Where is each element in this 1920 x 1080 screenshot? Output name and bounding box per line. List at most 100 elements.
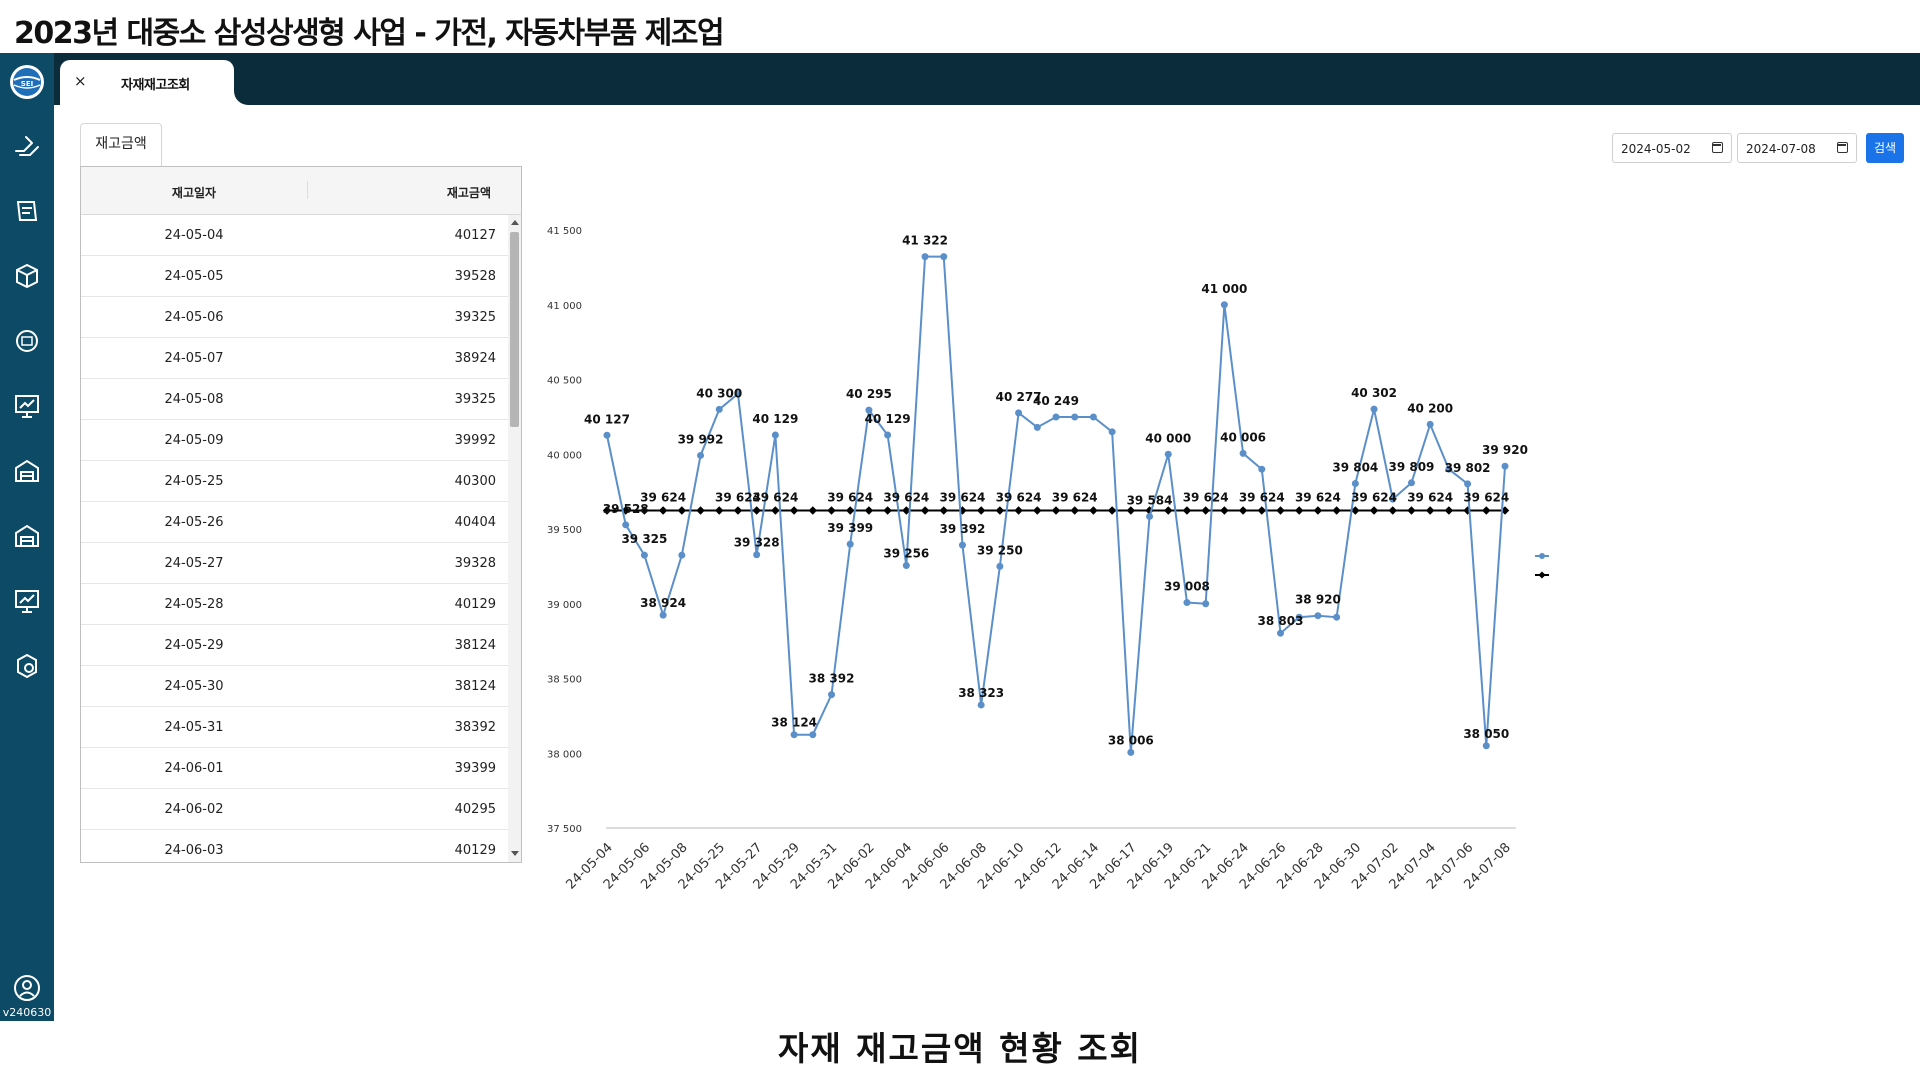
end-date-input[interactable]: 2024-07-08	[1737, 133, 1857, 163]
series-2-point	[883, 506, 892, 515]
series-1-point	[1015, 409, 1023, 417]
warehouse-icon[interactable]	[12, 456, 42, 486]
table-row[interactable]: 24-05-25 40300	[81, 461, 508, 502]
series-1-point	[697, 451, 705, 459]
series-1-data-label: 38 050	[1463, 727, 1509, 741]
table-row[interactable]: 24-05-07 38924	[81, 338, 508, 379]
cell-amount: 38124	[454, 638, 496, 653]
user-icon[interactable]	[12, 973, 42, 1003]
warehouse-icon[interactable]	[12, 521, 42, 551]
slide-title: 2023년 대중소 삼성상생형 사업 - 가전, 자동차부품 제조업	[14, 16, 725, 51]
cell-amount: 40127	[454, 228, 496, 243]
table-row[interactable]: 24-05-28 40129	[81, 584, 508, 625]
series-2-point	[1313, 506, 1323, 515]
series-1-point	[640, 551, 648, 559]
series-1-point	[1295, 613, 1303, 621]
series-2-point	[1388, 506, 1397, 515]
chart-board-icon[interactable]	[12, 391, 42, 421]
column-header-amount[interactable]: 재고금액	[446, 186, 491, 200]
hand-pointer-icon[interactable]	[12, 131, 42, 161]
series-1-point	[996, 562, 1004, 570]
table-row[interactable]: 24-05-04 40127	[81, 215, 508, 256]
cell-date: 24-05-27	[164, 556, 224, 571]
table-scrollbar[interactable]	[508, 215, 521, 862]
series-1-point	[659, 611, 667, 619]
series-1-data-label: 40 200	[1407, 401, 1453, 415]
series-2-point	[1033, 506, 1042, 515]
search-button[interactable]: 검색	[1866, 133, 1904, 163]
series-1-data-label: 40 295	[846, 387, 892, 401]
series-1-point	[977, 701, 985, 709]
subtab-inventory-amount[interactable]: 재고금액	[80, 123, 162, 166]
box-icon[interactable]	[12, 261, 42, 291]
tab-label: 자재재고조회	[121, 78, 190, 93]
sidebar: SEI v240630	[0, 53, 54, 1021]
table-row[interactable]: 24-05-08 39325	[81, 379, 508, 420]
tab-inventory-lookup[interactable]: × 자재재고조회	[60, 60, 234, 105]
series-1-data-label: 39 392	[939, 522, 985, 536]
column-header-date[interactable]: 재고일자	[171, 186, 217, 200]
y-tick-label: 39 500	[547, 525, 582, 536]
table-row[interactable]: 24-05-06 39325	[81, 297, 508, 338]
series-2-point	[976, 506, 986, 515]
series-2-point	[715, 506, 724, 515]
logo-icon[interactable]: SEI	[8, 63, 46, 101]
cell-amount: 39325	[454, 392, 496, 407]
table-row[interactable]: 24-05-05 39528	[81, 256, 508, 297]
y-tick-label: 40 500	[547, 376, 582, 387]
scroll-up-arrow-icon[interactable]	[511, 220, 519, 225]
gear-icon[interactable]	[12, 651, 42, 681]
table-row[interactable]: 24-05-30 38124	[81, 666, 508, 707]
series-1-point	[846, 540, 854, 548]
series-2-point	[1276, 506, 1285, 515]
series-2-point	[995, 506, 1005, 515]
chart-board-icon[interactable]	[12, 586, 42, 616]
series-2-point	[1164, 506, 1173, 515]
close-icon[interactable]: ×	[74, 72, 87, 90]
calendar-icon[interactable]	[1712, 142, 1723, 153]
series-1-point	[678, 551, 686, 559]
table-row[interactable]: 24-06-03 40129	[81, 830, 508, 862]
series-1-point	[1277, 629, 1284, 637]
slide-caption: 자재 재고금액 현황 조회	[777, 1029, 1143, 1068]
series-2-point	[677, 506, 687, 515]
y-tick-label: 41 500	[547, 226, 582, 237]
y-tick-label: 38 000	[547, 749, 582, 760]
series-1-point	[790, 731, 798, 739]
series-2-point	[1201, 506, 1210, 515]
series-2-point	[1107, 506, 1117, 515]
cell-date: 24-05-09	[164, 433, 224, 448]
table-row[interactable]: 24-05-29 38124	[81, 625, 508, 666]
table-row[interactable]: 24-06-01 39399	[81, 748, 508, 789]
legend-series-2-marker	[1538, 571, 1546, 579]
series-1-data-label: 40 006	[1220, 430, 1266, 444]
calendar-icon[interactable]	[1837, 142, 1848, 153]
series-2-data-label: 39 624	[1407, 490, 1453, 504]
series-1-point	[828, 691, 835, 699]
series-1-data-label: 39 809	[1388, 460, 1434, 474]
table-row[interactable]: 24-06-02 40295	[81, 789, 508, 830]
scroll-down-arrow-icon[interactable]	[511, 851, 519, 856]
start-date-input[interactable]: 2024-05-02	[1612, 133, 1732, 163]
series-1-data-label: 40 129	[865, 412, 911, 426]
table-row[interactable]: 24-05-27 39328	[81, 543, 508, 584]
table-row[interactable]: 24-05-31 38392	[81, 707, 508, 748]
refresh-box-icon[interactable]	[12, 326, 42, 356]
series-2-point	[658, 506, 668, 515]
series-1-data-label: 40 302	[1351, 386, 1397, 400]
document-icon[interactable]	[12, 196, 42, 226]
table-row[interactable]: 24-05-09 39992	[81, 420, 508, 461]
cell-date: 24-05-25	[164, 474, 224, 489]
series-1-data-label: 40 129	[752, 412, 798, 426]
series-1-data-label: 39 250	[977, 543, 1023, 557]
series-1-data-label: 40 127	[584, 412, 630, 426]
scroll-thumb[interactable]	[510, 232, 519, 427]
series-2-point	[808, 506, 818, 515]
cell-amount: 39528	[454, 269, 496, 284]
series-2-point	[1407, 506, 1416, 515]
series-2-point	[1089, 506, 1098, 515]
inventory-line-chart: 37 500 38 000 38 500 39 000 39 500 40 000 40 5…	[547, 226, 1549, 893]
table-row[interactable]: 24-05-26 40404	[81, 502, 508, 543]
series-1-point	[1052, 413, 1060, 421]
cell-amount: 40300	[454, 474, 496, 489]
